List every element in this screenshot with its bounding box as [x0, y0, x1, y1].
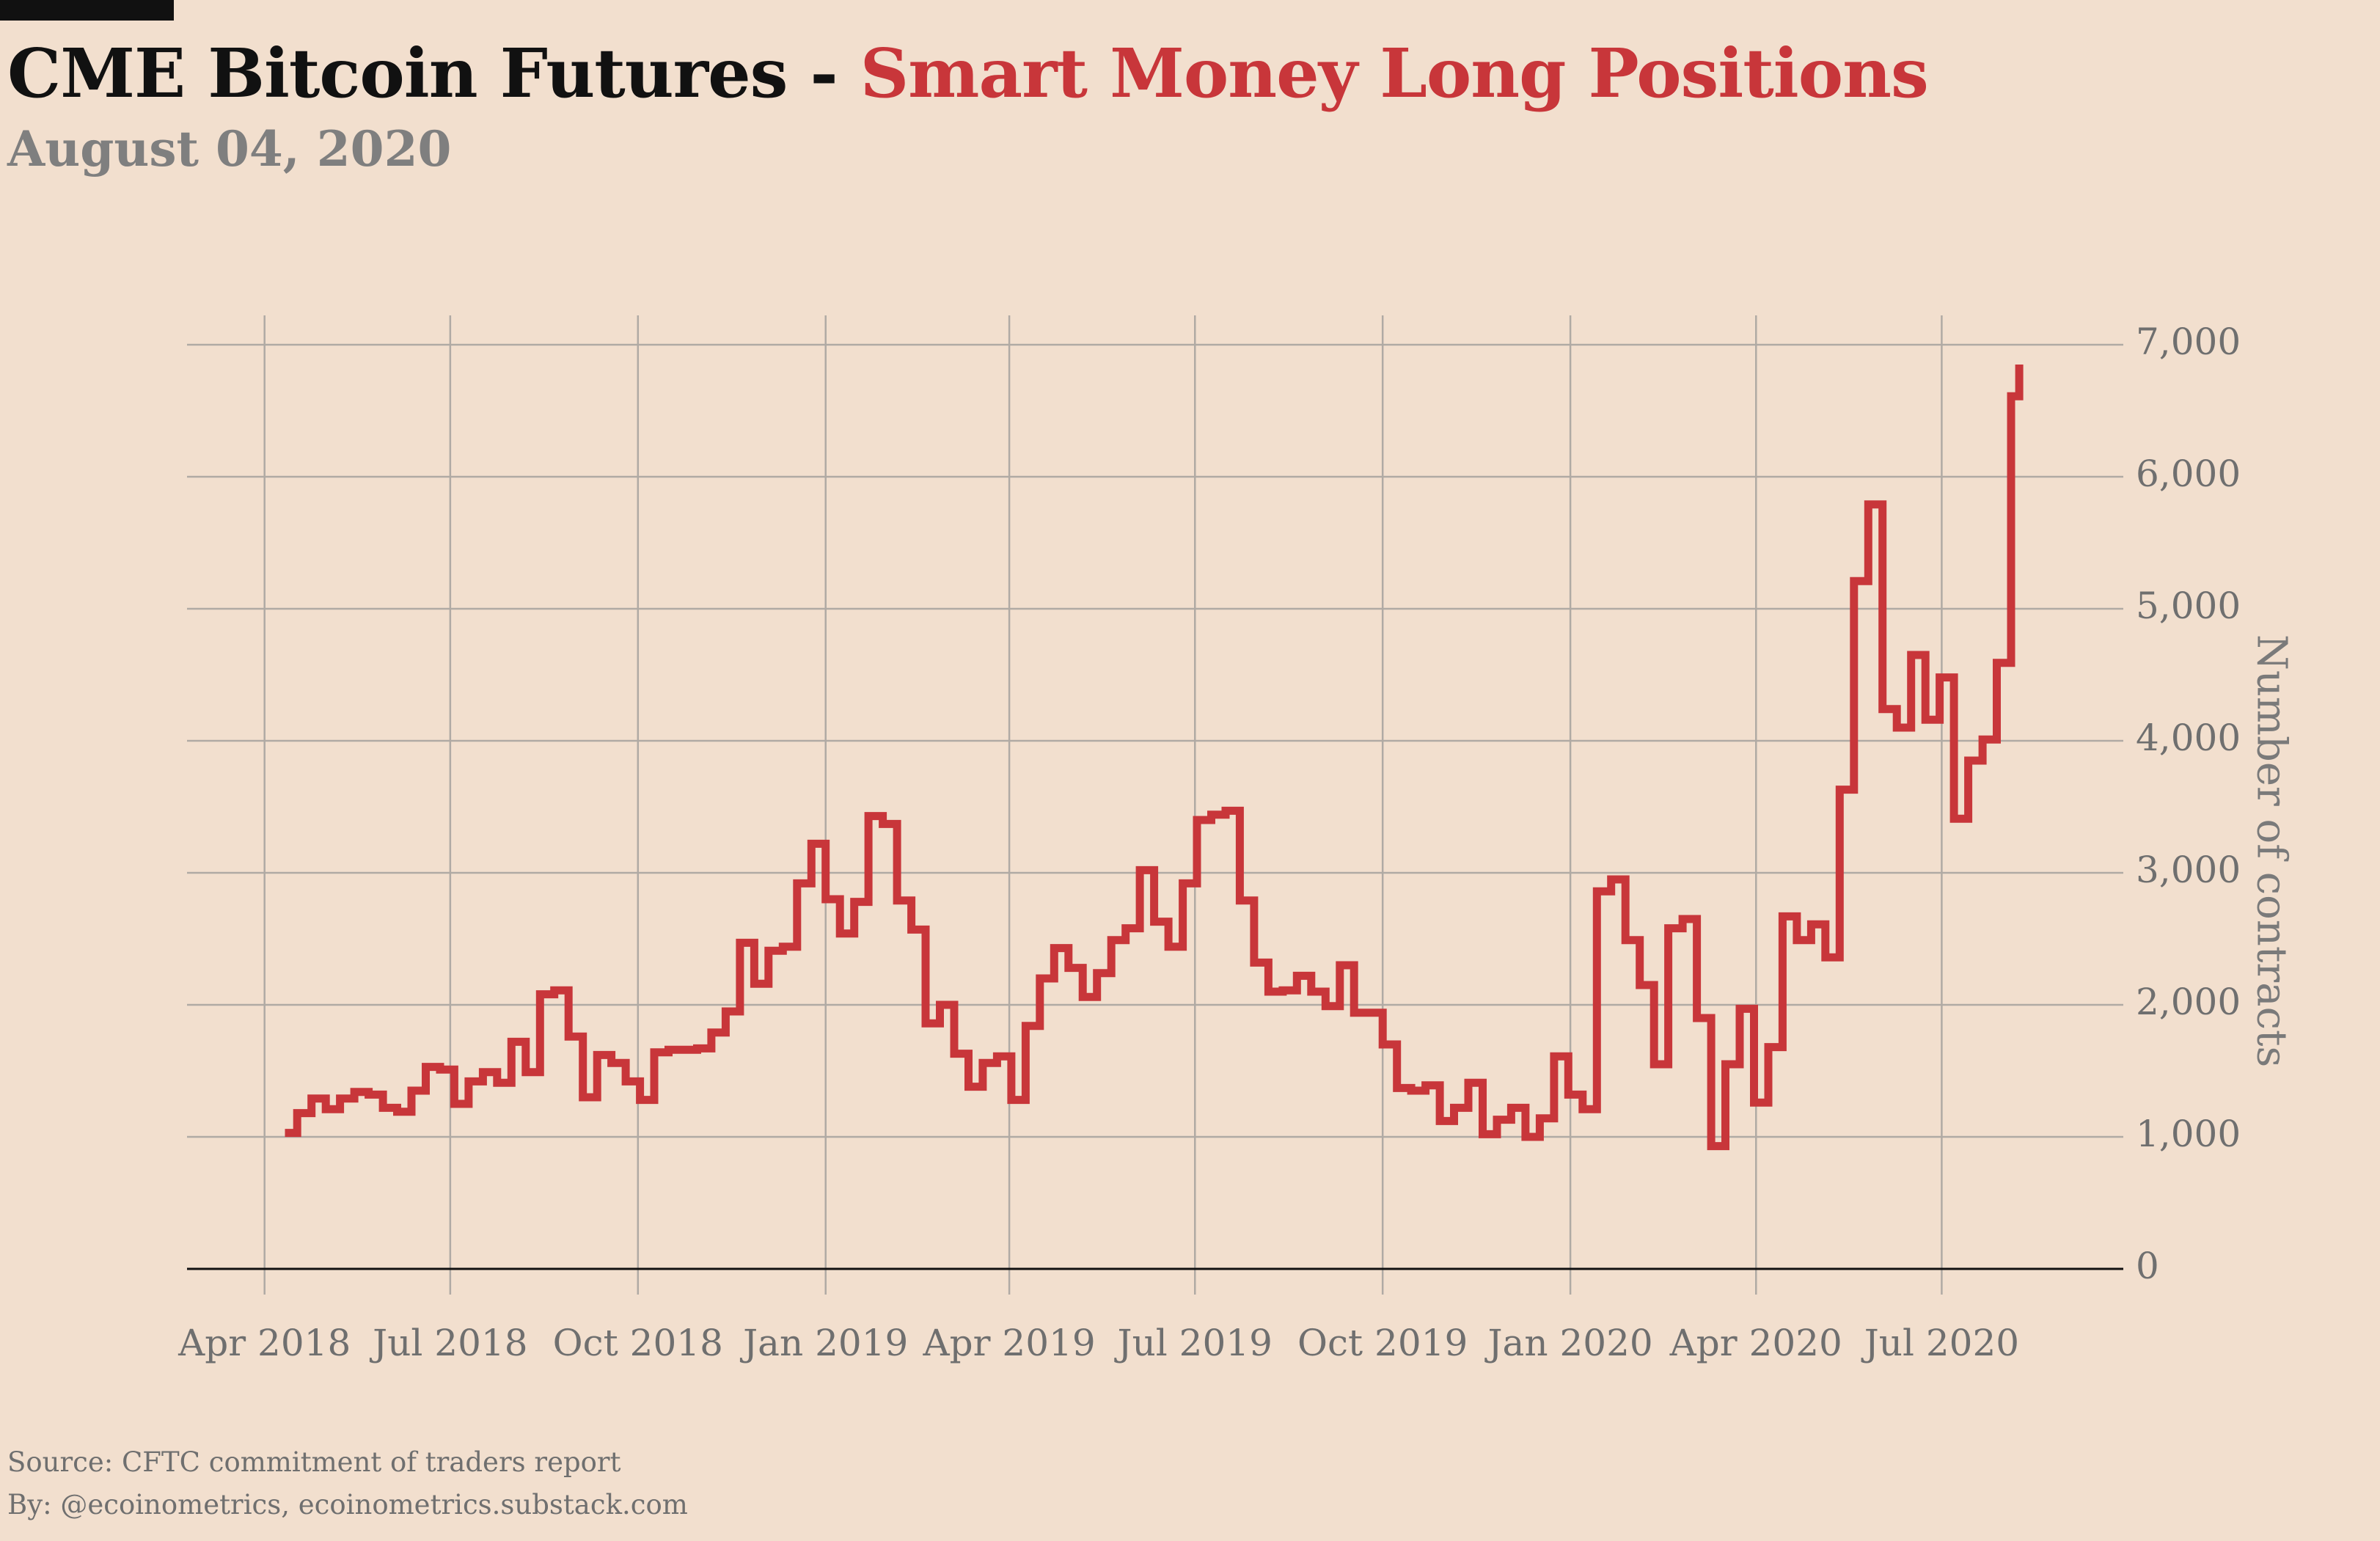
title-highlight: Smart Money Long Positions [860, 34, 1929, 113]
x-tick-labels: Apr 2018 Jul 2018 Oct 2018 Jan 2019 Apr 2019… [177, 1322, 2019, 1364]
x-tick-label: Oct 2019 [1297, 1322, 1468, 1364]
y-tick-label: 1,000 [2136, 1113, 2241, 1155]
y-axis-title: Number of contracts [2248, 634, 2296, 1067]
y-tick-label: 4,000 [2136, 717, 2241, 759]
chart-subtitle: August 04, 2020 [7, 120, 452, 177]
x-tick-label: Apr 2018 [177, 1322, 351, 1364]
series-line-smart-money-long [285, 365, 2024, 1151]
y-tick-label: 7,000 [2136, 321, 2241, 363]
y-tick-label: 5,000 [2136, 585, 2241, 627]
x-tick-label: Jan 2019 [739, 1322, 908, 1364]
top-accent-bar [0, 0, 174, 21]
x-tick-label: Jul 2020 [1861, 1322, 2019, 1364]
series-layer [285, 365, 2024, 1151]
x-tick-label: Apr 2020 [1669, 1322, 1842, 1364]
x-tick-label: Apr 2019 [923, 1322, 1096, 1364]
y-tick-label: 3,000 [2136, 849, 2241, 891]
y-tick-labels: 0 1,000 2,000 3,000 4,000 5,000 6,000 7,000 [2136, 321, 2241, 1287]
grid-layer [187, 315, 2123, 1295]
y-tick-label: 0 [2136, 1245, 2159, 1287]
x-tick-label: Jan 2020 [1484, 1322, 1653, 1364]
footer-source: Source: CFTC commitment of traders repor… [7, 1446, 621, 1478]
x-tick-label: Oct 2018 [553, 1322, 723, 1364]
y-tick-label: 6,000 [2136, 453, 2241, 495]
chart-title: CME Bitcoin Futures - Smart Money Long P… [7, 29, 1929, 117]
title-prefix: CME Bitcoin Futures - [7, 34, 860, 113]
x-tick-label: Jul 2018 [369, 1322, 527, 1364]
y-tick-label: 2,000 [2136, 981, 2241, 1023]
x-tick-label: Jul 2019 [1114, 1322, 1273, 1364]
footer-byline: By: @ecoinometrics, ecoinometrics.substa… [7, 1489, 688, 1520]
